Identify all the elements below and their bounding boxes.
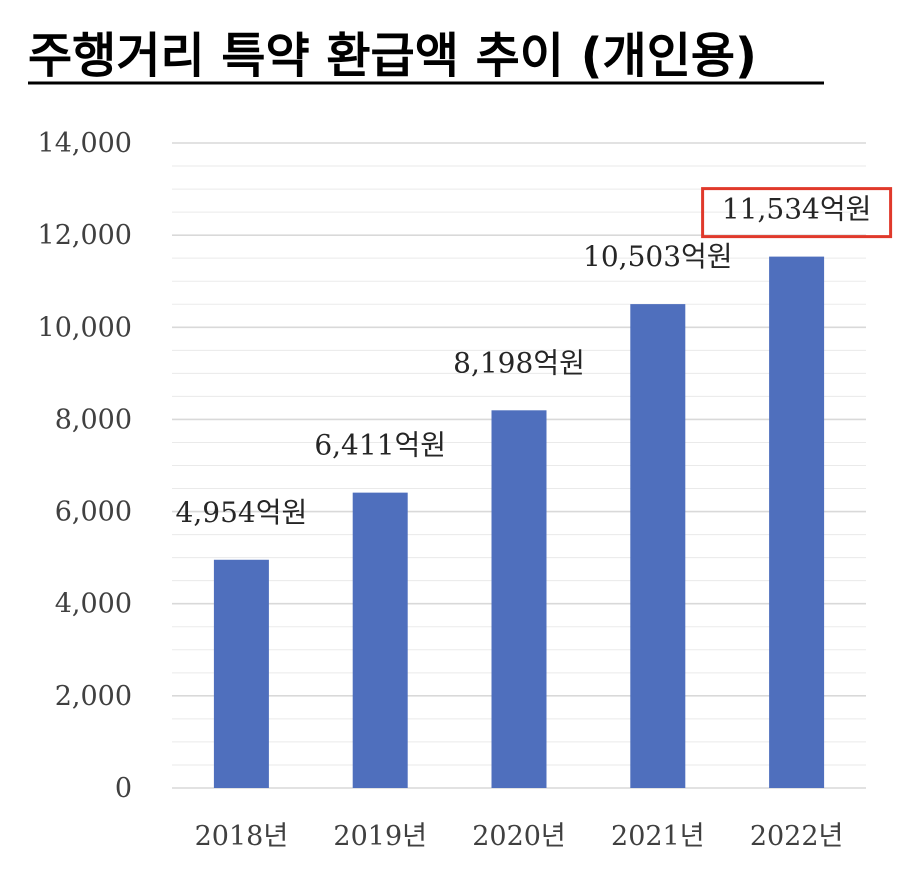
x-tick-label: 2018년 — [195, 821, 289, 852]
y-tick-label: 6,000 — [55, 497, 132, 528]
data-label: 8,198억원 — [453, 346, 585, 379]
data-label: 4,954억원 — [176, 496, 308, 529]
x-tick-label: 2021년 — [611, 821, 705, 852]
x-tick-label: 2020년 — [472, 821, 566, 852]
highlight-box — [701, 187, 893, 239]
chart-title: 주행거리 특약 환급액 추이 (개인용) — [28, 28, 757, 84]
y-axis-ticks: 0 2,000 4,000 6,000 8,000 10,000 12,000 14,000 — [38, 128, 132, 804]
y-tick-label: 10,000 — [38, 312, 132, 343]
x-axis-labels: 2018년 2019년 2020년 2021년 2022년 — [195, 821, 844, 852]
y-tick-label: 4,000 — [55, 589, 132, 620]
bar — [769, 256, 825, 788]
y-tick-label: 0 — [115, 773, 132, 804]
bar — [213, 559, 269, 788]
y-tick-label: 8,000 — [55, 404, 132, 435]
bar — [491, 410, 547, 788]
data-label: 10,503억원 — [583, 240, 733, 273]
y-tick-label: 12,000 — [38, 220, 132, 251]
bar — [352, 492, 408, 788]
bar — [630, 304, 686, 788]
y-tick-label: 2,000 — [55, 681, 132, 712]
y-tick-label: 14,000 — [38, 128, 132, 159]
x-tick-label: 2022년 — [750, 821, 844, 852]
x-tick-label: 2019년 — [333, 821, 427, 852]
data-label: 6,411억원 — [314, 429, 446, 462]
data-labels: 4,954억원 6,411억원 8,198억원 10,503억원 11,534억원 — [176, 187, 893, 529]
data-label: 11,534억원 — [722, 193, 872, 226]
bars — [213, 256, 825, 788]
